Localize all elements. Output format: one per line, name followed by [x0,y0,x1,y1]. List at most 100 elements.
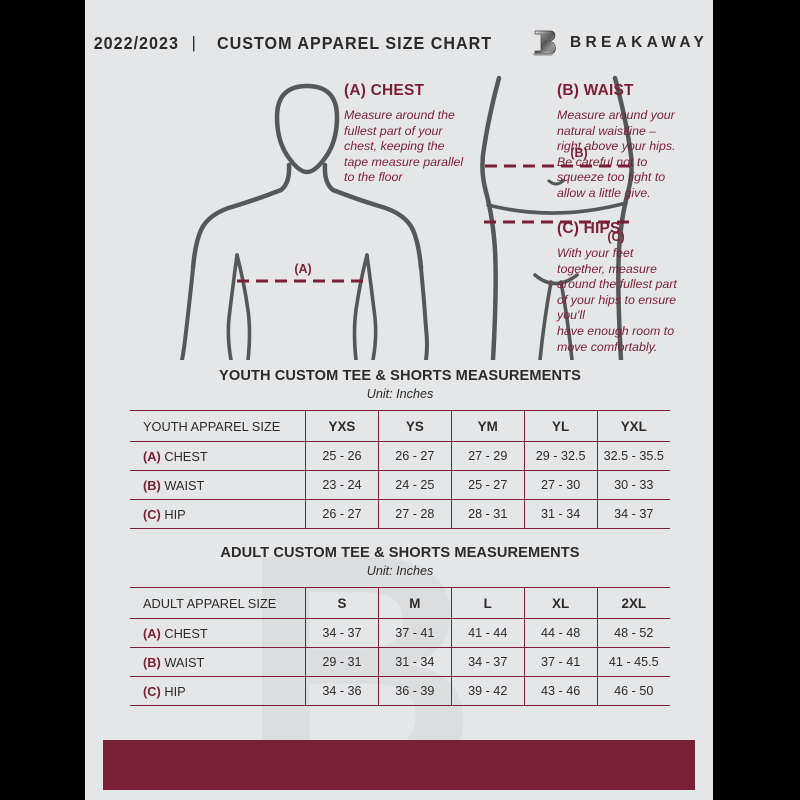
row-tag: (C) [143,683,161,699]
row-tag: (C) [143,506,161,522]
youth-table-unit: Unit: Inches [366,387,434,401]
youth-chest-yl: 29 - 32.5 [524,441,598,471]
youth-col-1: YS [378,410,452,442]
youth-waist-yxs: 23 - 24 [305,470,379,500]
row-tag: (A) [143,448,161,464]
callout-chest: (A) CHEST Measure around the fullest par… [344,82,504,186]
adult-col-2: L [451,587,525,619]
youth-row-label-hip: (C) HIP [130,499,306,529]
youth-chest-ym: 27 - 29 [451,441,525,471]
size-chart-page: B 2022/2023 | CUSTOM APPAREL SIZE CHART [85,0,713,800]
youth-row-label-chest: (A) CHEST [130,441,306,471]
adult-col-0: S [305,587,379,619]
youth-hip-yl: 31 - 34 [524,499,598,529]
adult-chest-l: 41 - 44 [451,618,525,648]
table-row: (C) HIP 34 - 36 36 - 39 39 - 42 43 - 46 … [130,676,670,706]
adult-hip-m: 36 - 39 [378,676,452,706]
adult-col-4: 2XL [597,587,670,619]
adult-waist-m: 31 - 34 [378,647,452,677]
youth-row-label-waist: (B) WAIST [130,470,306,500]
header-separator: | [191,33,196,52]
adult-row-label-waist: (B) WAIST [130,647,306,677]
table-row: (A) CHEST 25 - 26 26 - 27 27 - 29 29 - 3… [130,441,670,471]
male-hips-front-outline [480,75,634,360]
table-row: (C) HIP 26 - 27 27 - 28 28 - 31 31 - 34 … [130,499,670,529]
adult-col-3: XL [524,587,598,619]
callout-chest-title: (A) CHEST [344,82,425,99]
adult-table-title: ADULT CUSTOM TEE & SHORTS MEASUREMENTS [220,545,580,561]
page-title: CUSTOM APPAREL SIZE CHART [216,32,493,53]
adult-size-table-block: ADULT CUSTOM TEE & SHORTS MEASUREMENTS U… [130,545,670,706]
adult-waist-xl: 37 - 41 [524,647,598,677]
youth-row-header-label: YOUTH APPAREL SIZE [130,410,306,442]
youth-chest-yxl: 32.5 - 35.5 [597,441,670,471]
adult-chest-m: 37 - 41 [378,618,452,648]
adult-hip-2xl: 46 - 50 [597,676,670,706]
table-header-row: YOUTH APPAREL SIZE YXS YS YM YL YXL [130,410,670,442]
adult-hip-xl: 43 - 46 [524,676,598,706]
page-header: 2022/2023 | CUSTOM APPAREL SIZE CHART [85,26,713,60]
adult-hip-s: 34 - 36 [305,676,379,706]
adult-chest-2xl: 48 - 52 [597,618,670,648]
callout-hips-body: With your feet together, measure around … [557,246,677,354]
male-torso-front-outline [180,83,429,360]
callout-hips-title: (C) HIPS [557,220,621,237]
youth-hip-yxs: 26 - 27 [305,499,379,529]
youth-col-4: YXL [597,410,670,442]
adult-chest-xl: 44 - 48 [524,618,598,648]
callout-waist-body: Measure around your natural waistline – … [557,108,676,200]
adult-col-1: M [378,587,452,619]
header-season: 2022/2023 [93,32,179,53]
youth-col-2: YM [451,410,525,442]
callout-chest-body: Measure around the fullest part of your … [344,108,464,185]
youth-hip-ym: 28 - 31 [451,499,525,529]
youth-chest-ys: 26 - 27 [378,441,452,471]
chest-marker-label: (A) [294,262,311,276]
youth-col-0: YXS [305,410,379,442]
adult-row-header-label: ADULT APPAREL SIZE [130,587,306,619]
adult-row-label-chest: (A) CHEST [130,618,306,648]
footer-bar [103,740,695,790]
adult-waist-2xl: 41 - 45.5 [597,647,670,677]
youth-table-title: YOUTH CUSTOM TEE & SHORTS MEASUREMENTS [219,368,581,384]
breakaway-b-logo-icon [532,30,556,56]
youth-chest-yxs: 25 - 26 [305,441,379,471]
youth-size-table-block: YOUTH CUSTOM TEE & SHORTS MEASUREMENTS U… [130,368,670,529]
adult-hip-l: 39 - 42 [451,676,525,706]
brand-name: BREAKAWAY [570,34,709,51]
youth-waist-yxl: 30 - 33 [597,470,670,500]
hip-marker-label: (C) [607,230,624,244]
row-tag: (A) [143,625,161,641]
youth-waist-ys: 24 - 25 [378,470,452,500]
row-label: HIP [164,683,186,699]
youth-size-table: YOUTH APPAREL SIZE YXS YS YM YL YXL (A) … [130,410,670,529]
adult-waist-l: 34 - 37 [451,647,525,677]
adult-size-table: ADULT APPAREL SIZE S M L XL 2XL (A) CHES… [130,587,670,706]
callout-waist: (B) WAIST Measure around your natural wa… [557,82,707,202]
callout-hips: (C) HIPS With your feet together, measur… [557,220,709,355]
youth-hip-ys: 27 - 28 [378,499,452,529]
row-label: HIP [164,506,186,522]
youth-col-3: YL [524,410,598,442]
table-row: (B) WAIST 23 - 24 24 - 25 25 - 27 27 - 3… [130,470,670,500]
youth-waist-yl: 27 - 30 [524,470,598,500]
adult-chest-s: 34 - 37 [305,618,379,648]
table-row: (A) CHEST 34 - 37 37 - 41 41 - 44 44 - 4… [130,618,670,648]
callout-waist-title: (B) WAIST [557,82,634,99]
table-row: (B) WAIST 29 - 31 31 - 34 34 - 37 37 - 4… [130,647,670,677]
adult-row-label-hip: (C) HIP [130,676,306,706]
row-label: CHEST [164,625,208,641]
navel-icon [546,178,566,186]
brand-lockup: BREAKAWAY [530,28,708,58]
youth-waist-ym: 25 - 27 [451,470,525,500]
measurement-illustrations: (A) (B) (C) [85,70,713,360]
youth-hip-yxl: 34 - 37 [597,499,670,529]
adult-table-unit: Unit: Inches [366,564,434,578]
row-tag: (B) [143,477,161,493]
row-label: WAIST [164,477,205,493]
row-label: WAIST [164,654,205,670]
adult-waist-s: 29 - 31 [305,647,379,677]
row-label: CHEST [164,448,208,464]
waist-marker-label: (B) [570,146,587,160]
table-header-row: ADULT APPAREL SIZE S M L XL 2XL [130,587,670,619]
